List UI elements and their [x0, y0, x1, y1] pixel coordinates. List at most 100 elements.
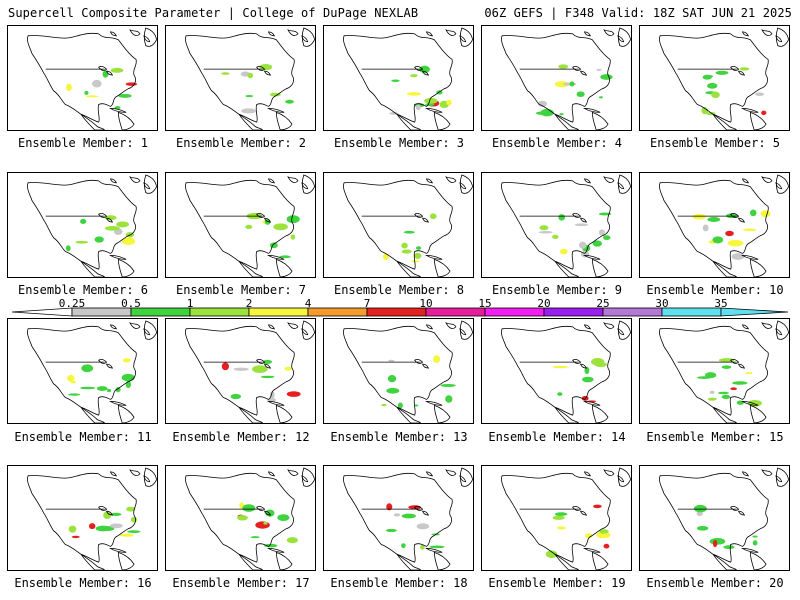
ensemble-member-label: Ensemble Member: 3 [333, 136, 465, 150]
scp-blob [545, 550, 558, 559]
coastline [459, 27, 473, 47]
scp-blob [739, 67, 750, 71]
ensemble-member-label: Ensemble Member: 13 [330, 430, 468, 444]
scp-field [66, 67, 138, 110]
colorbar-segment [484, 307, 545, 317]
scp-blob [598, 96, 603, 99]
scp-blob [537, 100, 547, 107]
coastline [267, 255, 285, 260]
scp-blob [709, 538, 726, 545]
coastline [741, 469, 783, 483]
scp-blob [110, 512, 122, 516]
scp-blob [596, 68, 602, 71]
scp-blob [702, 224, 709, 232]
coastline [267, 401, 285, 406]
scp-blob [65, 245, 71, 252]
scp-blob [262, 359, 272, 364]
scp-blob [88, 523, 96, 530]
coastline [256, 506, 272, 516]
coastline [712, 553, 738, 570]
scp-blob [585, 533, 593, 539]
coastline [583, 401, 601, 406]
map-canvas [501, 320, 631, 423]
coastline [109, 29, 151, 43]
map-panel [639, 318, 790, 424]
coastline [425, 401, 443, 406]
coastline [572, 66, 588, 76]
coastline [433, 551, 451, 570]
coastline [741, 108, 759, 113]
scp-blob [446, 99, 452, 106]
scp-blob [420, 544, 425, 550]
coastline [433, 258, 451, 277]
coastline [730, 359, 746, 369]
ensemble-member-label: Ensemble Member: 11 [14, 430, 152, 444]
scp-blob [121, 373, 135, 382]
coastline [27, 32, 137, 123]
coastline [617, 27, 631, 47]
scp-blob [580, 250, 590, 258]
scp-blob [578, 241, 587, 249]
map-panel [7, 25, 158, 131]
scp-blob [569, 81, 575, 87]
ensemble-member-label: Ensemble Member: 18 [330, 576, 468, 590]
scp-blob [406, 92, 421, 96]
coastline [238, 553, 264, 570]
scp-blob [715, 70, 729, 75]
coastline [301, 27, 315, 47]
coastline [741, 548, 759, 553]
scp-blob [221, 72, 230, 75]
map-canvas [343, 320, 473, 423]
map-panel [165, 465, 316, 571]
scp-blob [122, 358, 131, 363]
map-canvas [27, 320, 157, 423]
coastline [109, 322, 151, 336]
coastline [554, 260, 580, 277]
colorbar-segment [602, 307, 663, 317]
coastline [396, 553, 422, 570]
scp-blob [552, 234, 559, 239]
scp-field [545, 504, 611, 559]
colorbar-tick-label: 0.25 [58, 297, 86, 310]
map-canvas [659, 27, 789, 130]
coastline [267, 29, 309, 43]
coastline [275, 111, 293, 130]
coastline [572, 506, 588, 516]
coastline [109, 401, 127, 406]
scp-blob [433, 355, 441, 363]
scp-blob [752, 535, 758, 538]
map-canvas [343, 467, 473, 570]
coastline [659, 179, 769, 270]
scp-blob [709, 390, 715, 394]
ensemble-member-label: Ensemble Member: 14 [488, 430, 626, 444]
coastline [730, 213, 746, 223]
scp-blob [557, 392, 563, 396]
colorbar-tick-label: 2 [245, 297, 253, 310]
colorbar-tick-label: 1 [186, 297, 194, 310]
scp-blob [693, 504, 707, 513]
scp-blob [80, 386, 96, 390]
scp-blob [582, 376, 594, 383]
colorbar-segment [366, 307, 427, 317]
scp-blob [429, 545, 445, 549]
coastline [301, 320, 315, 340]
coastline [749, 258, 767, 277]
colorbar-tick-label: 20 [537, 297, 551, 310]
scp-blob [701, 107, 709, 115]
scp-blob [576, 91, 585, 98]
coastline [267, 548, 285, 553]
scp-blob [552, 515, 565, 520]
coastline [591, 551, 609, 570]
scp-blob [247, 72, 254, 79]
scp-blob [419, 65, 430, 74]
scp-field [696, 358, 762, 407]
scp-blob [391, 79, 400, 83]
scp-blob [401, 543, 406, 549]
coastline [301, 467, 315, 487]
scp-blob [67, 374, 75, 382]
map-panel [7, 172, 158, 278]
coastline [425, 108, 443, 113]
scp-field [68, 506, 141, 539]
scp-blob [598, 212, 612, 216]
scp-field [389, 65, 452, 115]
